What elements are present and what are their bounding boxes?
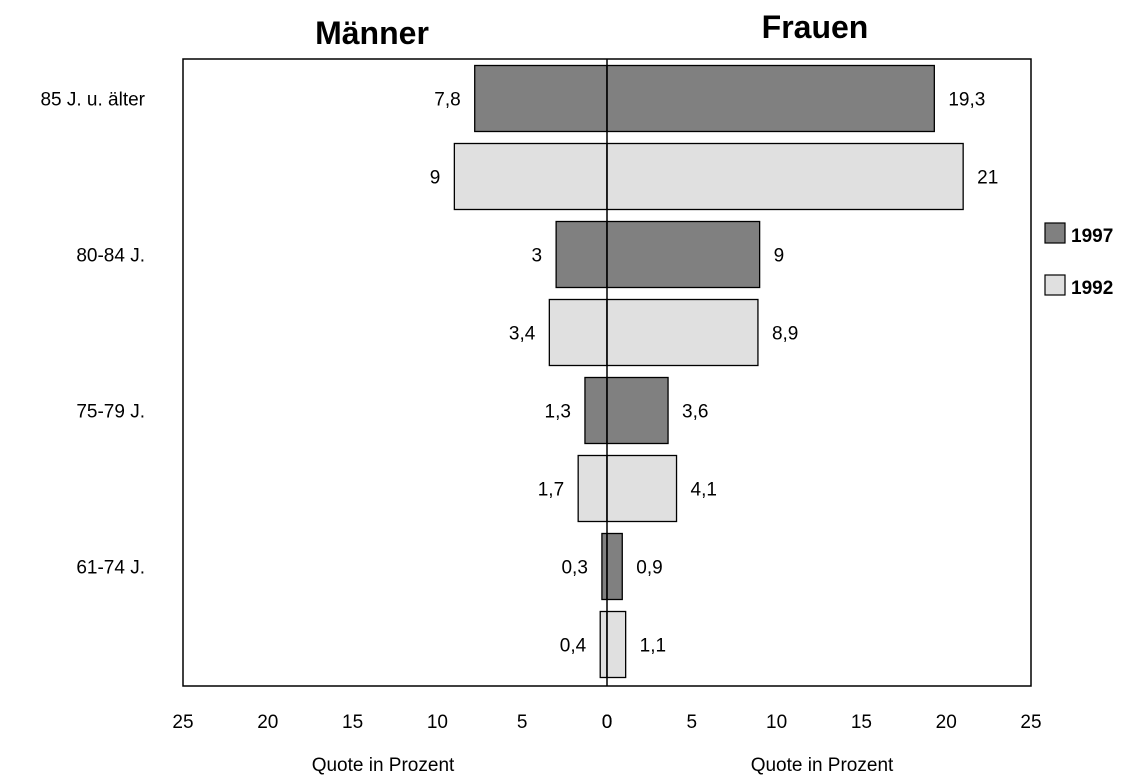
bar-right-1997	[606, 64, 935, 133]
value-label-left: 3	[532, 246, 543, 267]
value-label-right: 21	[977, 168, 998, 189]
value-label-left: 9	[430, 168, 441, 189]
bar-left-1997	[474, 64, 608, 133]
x-tick-left: 25	[172, 712, 193, 733]
x-tick-left: 5	[517, 712, 528, 733]
xlabel-right: Quote in Prozent	[751, 755, 894, 776]
bar-right-1992	[606, 142, 964, 211]
legend: 1997 1992	[1044, 222, 1113, 299]
x-tick-left: 15	[342, 712, 363, 733]
x-tick-left: 10	[427, 712, 448, 733]
title-right: Frauen	[762, 9, 869, 45]
value-label-left: 7,8	[434, 90, 460, 111]
value-label-left: 1,7	[538, 480, 564, 501]
bar-right-1997	[606, 376, 669, 445]
x-tick-right: 0	[602, 712, 613, 733]
bar-right-1992	[606, 298, 759, 367]
x-tick-right: 15	[851, 712, 872, 733]
bar-right-1997	[606, 532, 623, 601]
bar-right-1997	[606, 220, 761, 289]
category-label: 80-84 J.	[76, 246, 145, 267]
x-tick-right: 10	[766, 712, 787, 733]
bar-left-1992	[548, 298, 608, 367]
bars-layer: 7,8 19,3 9 21 3 9 3,4 8,9 1,3 3,6 1,7 4,1 0,3 0,9 0,4 1…	[430, 64, 998, 679]
bar-left-1992	[577, 454, 608, 523]
legend-swatch-1997	[1044, 222, 1066, 244]
bar-left-1997	[555, 220, 608, 289]
bar-left-1997	[601, 532, 608, 601]
xlabel-left: Quote in Prozent	[312, 755, 455, 776]
x-tick-right: 25	[1020, 712, 1041, 733]
category-labels: 85 J. u. älter 80-84 J. 75-79 J. 61-74 J.	[40, 90, 145, 579]
bar-right-1992	[606, 610, 627, 679]
title-left: Männer	[315, 15, 429, 51]
value-label-right: 9	[774, 246, 785, 267]
category-label: 61-74 J.	[76, 558, 145, 579]
category-label: 75-79 J.	[76, 402, 145, 423]
value-label-right: 3,6	[682, 402, 708, 423]
bar-left-1997	[584, 376, 608, 445]
value-label-right: 4,1	[691, 480, 717, 501]
legend-label-1992: 1992	[1071, 278, 1113, 299]
value-label-left: 1,3	[545, 402, 571, 423]
value-label-left: 0,3	[561, 558, 587, 579]
x-tick-left: 20	[257, 712, 278, 733]
value-label-right: 0,9	[636, 558, 662, 579]
value-label-right: 8,9	[772, 324, 798, 345]
x-tick-right: 5	[687, 712, 698, 733]
legend-label-1997: 1997	[1071, 226, 1113, 247]
category-label: 85 J. u. älter	[40, 90, 145, 111]
legend-swatch-1992	[1044, 274, 1066, 296]
bar-left-1992	[599, 610, 608, 679]
value-label-left: 0,4	[560, 636, 587, 657]
value-label-right: 19,3	[948, 90, 985, 111]
bar-right-1992	[606, 454, 678, 523]
value-label-right: 1,1	[640, 636, 666, 657]
x-tick-left: 0	[602, 712, 613, 733]
x-tick-right: 20	[936, 712, 957, 733]
value-label-left: 3,4	[509, 324, 536, 345]
bar-left-1992	[453, 142, 608, 211]
x-tick-labels: 25 20 15 10 5 00 5 10 15 20 25	[172, 712, 1041, 733]
